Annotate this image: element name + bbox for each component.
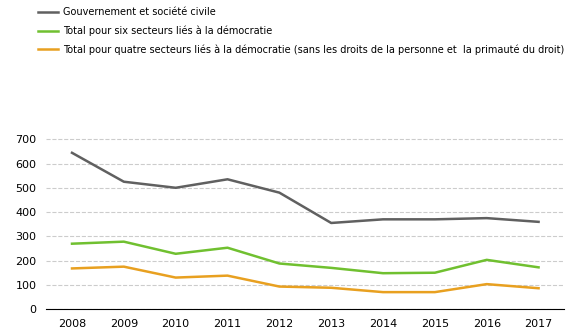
- Legend: Gouvernement et société civile, Total pour six secteurs liés à la démocratie, To: Gouvernement et société civile, Total po…: [35, 3, 568, 59]
